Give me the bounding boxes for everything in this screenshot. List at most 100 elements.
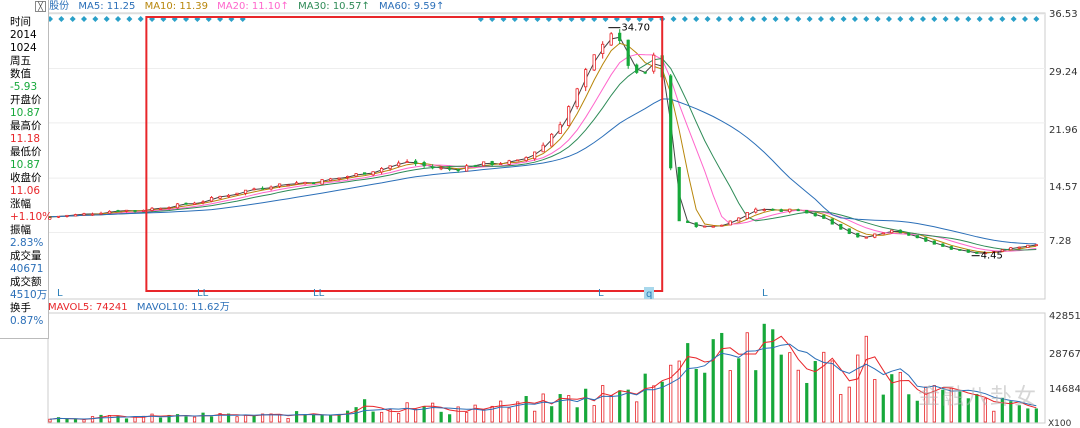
candle-body xyxy=(533,151,537,160)
candle-body xyxy=(201,201,205,204)
volume-bar xyxy=(311,414,316,423)
candle-body xyxy=(388,165,392,169)
signal-marker-icon xyxy=(670,16,677,22)
ma20-value: MA20: 11.10↑ xyxy=(217,1,289,12)
candle-body xyxy=(65,214,69,217)
candle-body xyxy=(609,33,613,46)
candle-body xyxy=(932,240,936,245)
candle-body xyxy=(822,214,826,219)
close-icon[interactable]: ╳ xyxy=(35,1,46,12)
signal-marker-icon xyxy=(92,16,99,22)
volume-bar xyxy=(456,406,460,423)
marker-q: q xyxy=(646,289,652,300)
candle-body xyxy=(652,54,656,72)
candle-body xyxy=(618,32,622,41)
close-value: 11.06 xyxy=(10,185,41,197)
candle-body xyxy=(941,243,945,247)
volume-bar xyxy=(652,385,656,423)
volume-bar xyxy=(941,389,945,423)
volume-bar xyxy=(907,394,911,423)
candle-body xyxy=(490,161,494,166)
volume-bar xyxy=(380,411,384,423)
volume-bar xyxy=(737,358,741,423)
candle-body xyxy=(269,186,273,190)
volume-bar xyxy=(771,329,775,423)
mavol5-value: MAVOL5: 74241 xyxy=(48,302,128,313)
volume-tick-2: 28767 xyxy=(1049,349,1080,360)
signal-marker-icon xyxy=(795,16,802,22)
ma60-line xyxy=(49,98,1037,245)
volume-bar xyxy=(881,394,885,423)
change-value: +1.10% xyxy=(10,211,53,223)
candle-body xyxy=(805,209,809,214)
signal-marker-icon xyxy=(715,16,722,22)
marker-ll-2: LL xyxy=(313,288,325,299)
low-value: 10.87 xyxy=(10,159,41,171)
candle-body xyxy=(116,210,120,212)
candle-body xyxy=(992,251,996,253)
candle-body xyxy=(414,160,418,165)
candle-body xyxy=(286,184,290,187)
signal-marker-icon xyxy=(115,16,122,22)
candle-body xyxy=(890,229,894,234)
volume-bar xyxy=(958,391,962,423)
candle-body xyxy=(473,165,477,168)
change-label: 涨幅 xyxy=(10,198,31,210)
volume-bar xyxy=(839,394,843,423)
candle-body xyxy=(771,208,775,211)
marker-q-bg xyxy=(644,287,654,299)
candle-body xyxy=(175,203,180,209)
low-label: 最低价 xyxy=(10,146,42,158)
candle-body xyxy=(924,237,928,242)
signal-marker-icon xyxy=(137,16,144,22)
volume-bar xyxy=(345,410,350,423)
volume-bar xyxy=(745,332,749,423)
candlesticks xyxy=(48,29,1038,255)
candle-body xyxy=(516,159,520,162)
volume-bar xyxy=(992,410,996,423)
signal-marker-icon xyxy=(693,16,700,22)
volume-bar xyxy=(235,416,239,423)
value-value: -5.93 xyxy=(10,81,38,93)
price-tick-3: 21.96 xyxy=(1049,125,1078,136)
volume-bar xyxy=(779,354,783,423)
candle-body xyxy=(686,220,690,223)
signal-marker-icon xyxy=(761,16,768,22)
volume-bar xyxy=(252,415,256,423)
trough-annotation-label: 4.45 xyxy=(981,251,1003,262)
volume-bar xyxy=(65,418,69,423)
volume-bar xyxy=(966,398,970,423)
candle-body xyxy=(371,171,375,176)
volume-bar xyxy=(405,402,409,423)
candle-body xyxy=(711,225,715,228)
time-label: 时间 xyxy=(10,16,31,28)
candle-body xyxy=(830,218,834,225)
candle-body xyxy=(303,181,307,185)
signal-marker-icon xyxy=(69,16,76,22)
candle-body xyxy=(499,163,503,165)
candle-body xyxy=(796,209,800,212)
signal-marker-icon xyxy=(953,16,960,22)
volume-bar xyxy=(320,414,324,423)
volume-bar xyxy=(99,414,103,423)
weekday-value: 周五 xyxy=(10,55,31,67)
volume-bar xyxy=(218,413,222,423)
signal-marker-icon xyxy=(919,16,926,22)
signal-marker-icon xyxy=(806,16,813,22)
signal-marker-icon xyxy=(126,16,133,22)
volume-bar xyxy=(337,414,341,423)
ma10-line xyxy=(49,42,1037,254)
volume-bar xyxy=(609,395,613,423)
volume-bar xyxy=(431,402,435,423)
candle-body xyxy=(99,212,103,215)
volume-bar xyxy=(1017,405,1021,423)
candle-body xyxy=(124,209,129,212)
mavol10-line xyxy=(49,343,1037,420)
indicator-header: 日线 金科股份 MA5: 11.25 MA10: 11.39 MA20: 11.… xyxy=(0,0,1045,13)
signal-marker-icon xyxy=(772,16,779,22)
ma20-line xyxy=(49,53,1037,252)
candle-body xyxy=(754,208,758,213)
candle-body xyxy=(277,183,282,187)
volume-bar xyxy=(260,413,265,423)
signal-marker-icon xyxy=(999,16,1006,22)
